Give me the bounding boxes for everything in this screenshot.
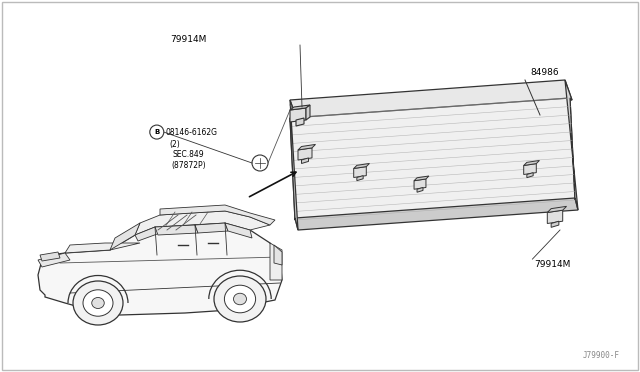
Polygon shape (301, 158, 308, 164)
Text: 84986: 84986 (530, 67, 559, 77)
Ellipse shape (214, 276, 266, 322)
Polygon shape (547, 206, 566, 212)
Polygon shape (274, 245, 282, 265)
Ellipse shape (225, 285, 255, 313)
Polygon shape (296, 118, 304, 126)
Polygon shape (290, 98, 575, 220)
Ellipse shape (234, 293, 246, 305)
Polygon shape (65, 243, 140, 253)
Polygon shape (354, 167, 366, 177)
Polygon shape (547, 210, 563, 224)
Text: SEC.849: SEC.849 (173, 150, 205, 159)
Text: 08146-6162G: 08146-6162G (166, 128, 218, 137)
Polygon shape (160, 205, 275, 225)
Polygon shape (110, 223, 140, 250)
Polygon shape (298, 144, 316, 150)
Polygon shape (290, 105, 310, 110)
Polygon shape (298, 148, 312, 160)
Polygon shape (527, 173, 533, 178)
Polygon shape (524, 164, 536, 174)
Polygon shape (195, 223, 228, 233)
Text: B: B (154, 129, 159, 135)
Polygon shape (290, 100, 298, 230)
Polygon shape (38, 253, 70, 267)
Polygon shape (225, 223, 252, 238)
Polygon shape (414, 176, 429, 181)
Polygon shape (414, 179, 426, 189)
Circle shape (252, 155, 268, 171)
Polygon shape (155, 225, 198, 235)
Text: 79914M: 79914M (171, 35, 207, 44)
Polygon shape (295, 198, 578, 230)
Polygon shape (524, 160, 540, 166)
Polygon shape (306, 105, 310, 120)
Ellipse shape (73, 281, 123, 325)
Polygon shape (270, 243, 282, 280)
Polygon shape (565, 80, 578, 210)
Ellipse shape (92, 298, 104, 308)
Text: J79900-F: J79900-F (583, 350, 620, 359)
Polygon shape (38, 223, 282, 315)
Text: (87872P): (87872P) (172, 161, 206, 170)
Ellipse shape (83, 290, 113, 316)
Polygon shape (417, 187, 423, 192)
Polygon shape (290, 108, 306, 122)
Polygon shape (40, 252, 60, 261)
Polygon shape (290, 80, 572, 120)
Polygon shape (357, 176, 363, 181)
Text: 79914M: 79914M (534, 260, 571, 269)
Circle shape (150, 125, 164, 139)
Polygon shape (551, 221, 559, 227)
Polygon shape (354, 163, 369, 169)
Polygon shape (135, 211, 270, 235)
Text: (2): (2) (170, 140, 180, 148)
Polygon shape (135, 227, 160, 241)
